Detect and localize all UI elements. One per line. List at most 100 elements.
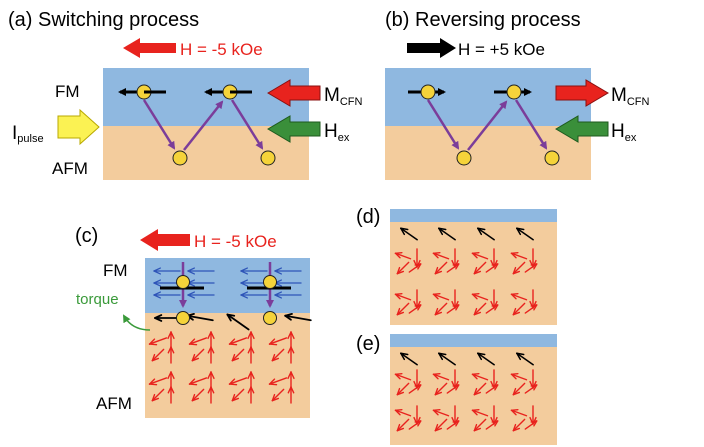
afm-red-spin-head [394,293,401,300]
afm-red-spin-head [512,387,517,396]
interface-spin [400,352,418,366]
panel-c-field-label: H = -5 kOe [194,232,277,251]
afm-red-spin-head [530,263,538,266]
afm-red-spin-head [394,373,403,375]
afm-red-spin-head [530,304,538,307]
interface-spin-head [516,352,522,361]
afm-red-spin [512,418,526,432]
afm-red-spin-head [250,371,255,380]
afm-red-spin-head [188,383,198,386]
afm-red-spin [524,263,538,273]
fm-blue-spin-head [153,270,161,275]
afm-red-spin-head [396,266,401,275]
interface-spin [438,227,456,241]
afm-red-spin-head [148,338,156,345]
afm-red-spin-head [512,266,517,275]
fm-blue-spin-head [153,294,161,299]
afm-red-spin-head [188,338,196,345]
afm-red-spin [512,261,526,275]
afm-red-spin-head [396,427,405,432]
afm-red-spin-head [287,371,292,380]
afm-red-spin-head [394,293,403,295]
afm-red-spin-head [210,371,215,380]
afm-red-spin-head [490,380,495,389]
fm-blue-spin-head [187,294,195,299]
afm-red-spin [432,252,450,260]
afm-red-spin-head [414,304,422,307]
panel-a-field-arrow [123,38,176,58]
afm-red-spin-head [414,263,422,266]
afm-red-spin-head [432,293,439,300]
afm-red-spin [434,261,448,275]
panel-b-mcfn-arrow [555,79,609,107]
fm-blue-spin-head [153,291,161,296]
afm-red-spin [524,384,538,394]
panel-b-fm-spin-2 [494,84,532,100]
afm-red-spin [148,377,168,385]
afm-red-spin [473,261,487,275]
panel-c-torque-arrow [123,314,151,331]
afm-red-spin-head [394,252,401,259]
afm-red-spin-head [510,293,517,300]
panel-b-afm-electron-2 [544,150,560,166]
afm-red-spin [473,302,487,316]
afm-red-spin-head [451,300,456,309]
panel-c-interface-spins [154,313,312,331]
afm-red-spin [510,373,528,381]
afm-red-spin [446,304,460,314]
panel-c-electron-2 [247,262,291,325]
afm-red-spin-head [417,304,422,311]
afm-red-spin [394,373,412,381]
panel-a: (a) Switching process H = -5 kOe FM AFM … [8,9,362,180]
afm-red-spin-head [473,391,482,396]
afm-red-spin [396,382,410,396]
afm-red-spin-head [396,311,405,316]
fm-blue-spin-head [153,282,161,287]
afm-red-spin-head [396,307,401,316]
afm-red-spin [394,409,412,417]
afm-red-spin-head [396,423,401,432]
afm-red-spin-head [510,409,517,416]
interface-spin-head [477,352,483,361]
afm-red-spin-head [490,259,495,268]
interface-spin [186,314,214,322]
afm-red-spin-head [191,397,200,402]
afm-red-spin [396,418,410,432]
afm-red-spin [510,409,528,417]
afm-red-spin [151,348,165,362]
afm-red-spin-head [396,387,401,396]
afm-red-spin-head [413,380,418,389]
afm-red-spin [148,337,168,345]
afm-red-spin-head [473,270,482,275]
afm-red-spin-head [167,371,172,380]
interface-spin-head [226,313,232,322]
afm-red-spin-head [290,386,295,394]
panel-a-hex-label: Hex [324,121,350,144]
afm-red-spin-head [529,416,534,425]
fm-blue-spin-head [240,282,248,287]
afm-red-spin-head [491,263,499,266]
afm-red-spin-head [207,386,212,394]
afm-red-spin-head [451,416,456,425]
afm-red-spin-head [170,386,175,394]
afm-red-spin-head [490,300,495,309]
afm-red-spin [471,409,489,417]
afm-red-spin [271,388,285,402]
panel-a-ipulse-label: Ipulse [12,123,44,145]
afm-red-spin [471,252,489,260]
afm-red-spin-head [432,409,439,416]
afm-red-spin-head [471,293,480,295]
afm-red-spin [432,293,450,301]
afm-red-spin [188,377,208,385]
interface-spin-head [477,352,486,356]
afm-red-spin-head [512,423,517,432]
afm-red-spin-head [473,423,478,432]
fm-blue-spin-head [274,270,282,275]
panel-e: (e) [356,333,557,445]
afm-red-spin [191,388,205,402]
afm-red-spin-head [231,353,236,362]
afm-red-spin-head [451,259,456,268]
afm-red-spin [228,337,248,345]
panel-a-hex-arrow [267,115,321,143]
afm-red-spin-head [434,270,443,275]
